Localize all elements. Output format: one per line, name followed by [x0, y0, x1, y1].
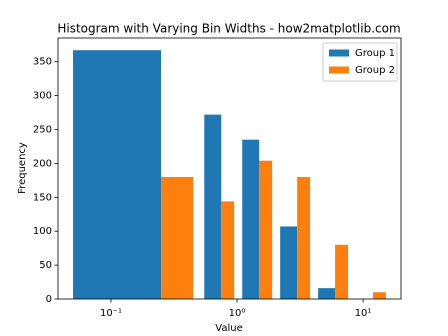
y-tick-label: 100 — [33, 226, 52, 237]
y-tick-label: 0 — [46, 294, 52, 305]
legend-label: Group 2 — [355, 65, 395, 76]
histogram-bar — [297, 176, 311, 299]
histogram-bar — [221, 201, 235, 299]
histogram-bar — [318, 288, 336, 299]
chart-title: Histogram with Varying Bin Widths - how2… — [57, 22, 400, 36]
plot-frame — [57, 37, 402, 300]
histogram-bar — [259, 160, 273, 299]
histogram-bar — [204, 114, 222, 299]
y-tick-label: 200 — [33, 158, 52, 169]
histogram-bar — [373, 292, 386, 299]
histogram-bar — [335, 244, 349, 299]
histogram-bar — [280, 226, 298, 299]
y-tick-label: 300 — [33, 91, 52, 102]
x-tick-label: 10⁰ — [229, 308, 246, 319]
x-tick-label: 10¹ — [355, 308, 372, 319]
legend-swatch — [329, 49, 349, 57]
legend-label: Group 1 — [355, 48, 395, 59]
histogram-bar — [242, 139, 260, 299]
histogram-bar — [73, 50, 162, 299]
y-tick-label: 250 — [33, 125, 52, 136]
x-axis-label: Value — [215, 323, 242, 334]
histogram-bar — [161, 176, 194, 299]
y-tick-label: 50 — [39, 260, 52, 271]
y-tick-label: 150 — [33, 192, 52, 203]
legend-swatch — [329, 66, 349, 74]
y-tick-label: 350 — [33, 57, 52, 68]
x-tick-label: 10⁻¹ — [100, 308, 122, 319]
y-axis-label: Frequency — [17, 142, 28, 194]
